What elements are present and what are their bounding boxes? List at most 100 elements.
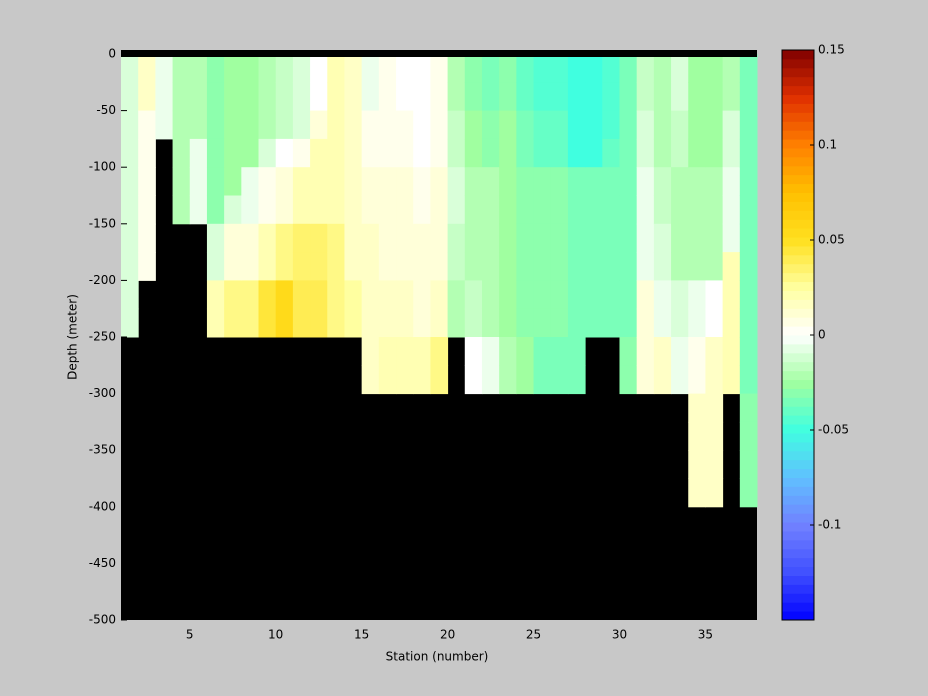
colorbar-step [782,281,814,291]
cell [396,54,414,83]
cell [688,54,706,83]
cell [464,308,483,338]
cell [344,110,363,140]
cell [481,110,500,140]
cell [705,450,724,479]
cell [447,252,466,281]
cell [688,110,706,140]
cell [585,167,603,196]
cell [464,54,483,83]
colorbar-step [782,406,814,416]
colorbar-step [782,575,814,585]
cell [258,138,277,168]
cell [413,308,431,338]
cell [275,138,294,168]
cell [121,82,139,112]
cell [310,252,328,281]
cell [636,195,655,225]
cell [739,365,758,395]
colorbar-step [782,201,814,211]
y-tick-label: 0 [108,47,116,61]
cell [292,195,311,225]
y-tick-label: -300 [89,386,116,400]
cell [567,223,586,253]
cell [121,54,139,83]
cell [292,110,311,140]
x-tick-label: 15 [354,628,369,642]
cell [121,195,139,225]
cell [567,167,586,196]
cell [602,223,620,253]
cell [310,110,328,140]
cell [585,195,603,225]
cell [464,337,483,366]
colorbar-step [782,245,814,256]
cell [653,252,672,281]
cell [378,337,397,366]
cell [481,252,500,281]
cell [739,195,758,225]
cell [430,195,449,225]
cell [739,252,758,281]
cell [567,138,586,168]
cell [739,337,758,366]
cell [533,223,552,253]
y-tick-label: -250 [89,330,116,344]
cell [155,110,174,140]
cell [722,308,741,338]
cell [224,110,242,140]
colorbar-step [782,130,814,140]
cell [344,138,363,168]
cell [224,54,242,83]
cell [636,365,655,395]
cell [688,82,706,112]
cell [189,82,208,112]
x-tick-label: 35 [698,628,713,642]
cell [516,337,535,366]
cell [585,82,603,112]
cell [533,138,552,168]
cell [636,223,655,253]
cell [396,337,414,366]
x-tick-label: 20 [440,628,455,642]
cell [481,167,500,196]
colorbar-border [781,49,815,621]
cell [567,252,586,281]
cell [619,138,638,168]
cell [653,167,672,196]
cell [292,138,311,168]
cell [258,195,277,225]
cell [241,252,260,281]
cell [172,110,191,140]
cell [189,195,208,225]
cell [378,54,397,83]
cell [619,195,638,225]
cell [653,365,672,395]
colorbar-step [782,468,814,478]
cell [361,82,380,112]
cell [653,223,672,253]
colorbar-step [782,237,814,247]
cell [739,54,758,83]
cell [516,167,535,196]
y-axis-label: Depth (meter) [66,294,80,380]
cell [310,54,328,83]
cell [121,252,139,281]
cell [567,195,586,225]
x-tick-label: 25 [526,628,541,642]
cell [292,308,311,338]
cell [550,223,569,253]
colorbar-tick-label: -0.1 [818,518,841,532]
cell [241,110,260,140]
colorbar-step [782,156,814,167]
cell [705,421,724,451]
cell [121,138,139,168]
cell [464,223,483,253]
cell [121,280,139,310]
cell [550,82,569,112]
cell [464,167,483,196]
cell [739,421,758,451]
cell [310,308,328,338]
cell [310,223,328,253]
